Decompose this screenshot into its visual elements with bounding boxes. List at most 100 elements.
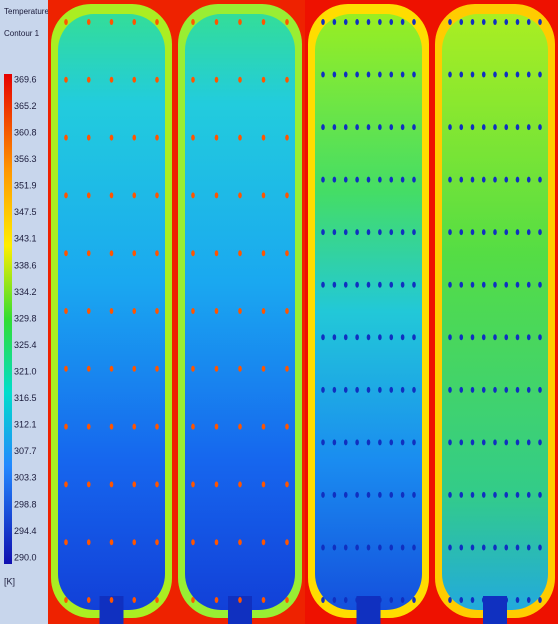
contour-panels bbox=[48, 0, 558, 624]
heat-source-dot bbox=[110, 308, 114, 314]
heat-source-dot bbox=[215, 250, 219, 256]
heat-source-dot bbox=[367, 177, 371, 183]
heat-source-dot bbox=[155, 366, 159, 372]
heat-source-dot bbox=[459, 334, 463, 340]
heat-source-dot bbox=[155, 19, 159, 25]
heat-source-dot bbox=[191, 135, 195, 141]
heat-source-dot bbox=[493, 177, 497, 183]
heat-source-dot bbox=[155, 77, 159, 83]
heat-source-dot bbox=[412, 72, 416, 78]
legend-label: 329.8 bbox=[14, 313, 37, 323]
legend-label: 347.5 bbox=[14, 207, 37, 217]
heat-source-dot bbox=[401, 229, 405, 235]
heat-source-dot bbox=[262, 597, 266, 603]
heat-source-dot bbox=[238, 77, 242, 83]
heat-source-dot bbox=[448, 439, 452, 445]
heat-source-dot bbox=[321, 492, 325, 498]
heat-source-dot bbox=[516, 282, 520, 288]
heat-source-dot bbox=[285, 77, 289, 83]
legend-label: 303.3 bbox=[14, 473, 37, 483]
heat-source-dot bbox=[471, 177, 475, 183]
heat-source-dot bbox=[321, 597, 325, 603]
heat-source-dot bbox=[538, 177, 542, 183]
heat-source-dot bbox=[238, 597, 242, 603]
heat-source-dot bbox=[344, 544, 348, 550]
heat-source-dot bbox=[493, 124, 497, 130]
heat-source-dot bbox=[538, 492, 542, 498]
heat-source-dot bbox=[87, 19, 91, 25]
heat-source-dot bbox=[344, 19, 348, 25]
heat-source-dot bbox=[110, 19, 114, 25]
heat-source-dot bbox=[527, 177, 531, 183]
heat-source-dot bbox=[412, 597, 416, 603]
heat-source-dot bbox=[285, 308, 289, 314]
heat-source-dot bbox=[538, 334, 542, 340]
heat-source-dot bbox=[389, 544, 393, 550]
heat-source-dot bbox=[412, 124, 416, 130]
heat-source-dot bbox=[87, 366, 91, 372]
heat-source-dot bbox=[516, 387, 520, 393]
heat-source-dot bbox=[110, 135, 114, 141]
legend-title: Temperature bbox=[4, 7, 49, 16]
heat-source-dot bbox=[471, 72, 475, 78]
heat-source-dot bbox=[64, 308, 68, 314]
heat-source-dot bbox=[493, 439, 497, 445]
heat-source-dot bbox=[215, 19, 219, 25]
heat-source-dot bbox=[493, 597, 497, 603]
heat-source-dot bbox=[412, 387, 416, 393]
heat-source-dot bbox=[516, 597, 520, 603]
heat-source-dot bbox=[448, 334, 452, 340]
heat-source-dot bbox=[285, 135, 289, 141]
heat-source-dot bbox=[482, 282, 486, 288]
heat-source-dot bbox=[344, 439, 348, 445]
heat-source-dot bbox=[333, 439, 337, 445]
heat-source-dot bbox=[516, 177, 520, 183]
heat-source-dot bbox=[367, 229, 371, 235]
heat-source-dot bbox=[355, 282, 359, 288]
legend-label: 365.2 bbox=[14, 101, 37, 111]
heat-source-dot bbox=[401, 492, 405, 498]
heat-source-dot bbox=[459, 177, 463, 183]
heat-source-dot bbox=[355, 597, 359, 603]
heat-source-dot bbox=[448, 229, 452, 235]
heat-source-dot bbox=[132, 481, 136, 487]
panel-core bbox=[442, 14, 548, 610]
heat-source-dot bbox=[355, 72, 359, 78]
heat-source-dot bbox=[459, 439, 463, 445]
heat-source-dot bbox=[355, 544, 359, 550]
heat-source-dot bbox=[344, 387, 348, 393]
heat-source-dot bbox=[344, 282, 348, 288]
heat-source-dot bbox=[238, 481, 242, 487]
heat-source-dot bbox=[389, 334, 393, 340]
heat-source-dot bbox=[459, 124, 463, 130]
heat-source-dot bbox=[378, 597, 382, 603]
heat-source-dot bbox=[87, 481, 91, 487]
heat-source-dot bbox=[482, 124, 486, 130]
heat-source-dot bbox=[333, 334, 337, 340]
heat-source-dot bbox=[238, 366, 242, 372]
heat-source-dot bbox=[504, 72, 508, 78]
heat-source-dot bbox=[367, 282, 371, 288]
heat-source-dot bbox=[378, 177, 382, 183]
heat-source-dot bbox=[191, 539, 195, 545]
heat-source-dot bbox=[482, 229, 486, 235]
heat-source-dot bbox=[155, 424, 159, 430]
heat-source-dot bbox=[516, 229, 520, 235]
color-bar bbox=[4, 74, 12, 564]
heat-source-dot bbox=[448, 387, 452, 393]
heat-source-dot bbox=[285, 424, 289, 430]
heat-source-dot bbox=[471, 597, 475, 603]
heat-source-dot bbox=[504, 334, 508, 340]
legend-label: 356.3 bbox=[14, 154, 37, 164]
heat-source-dot bbox=[132, 250, 136, 256]
heat-source-dot bbox=[87, 77, 91, 83]
heat-source-dot bbox=[344, 229, 348, 235]
heat-source-dot bbox=[459, 597, 463, 603]
heat-source-dot bbox=[155, 250, 159, 256]
heat-source-dot bbox=[321, 229, 325, 235]
heat-source-dot bbox=[448, 19, 452, 25]
heat-source-dot bbox=[389, 597, 393, 603]
heat-source-dot bbox=[493, 19, 497, 25]
heat-source-dot bbox=[87, 424, 91, 430]
heat-source-dot bbox=[87, 250, 91, 256]
